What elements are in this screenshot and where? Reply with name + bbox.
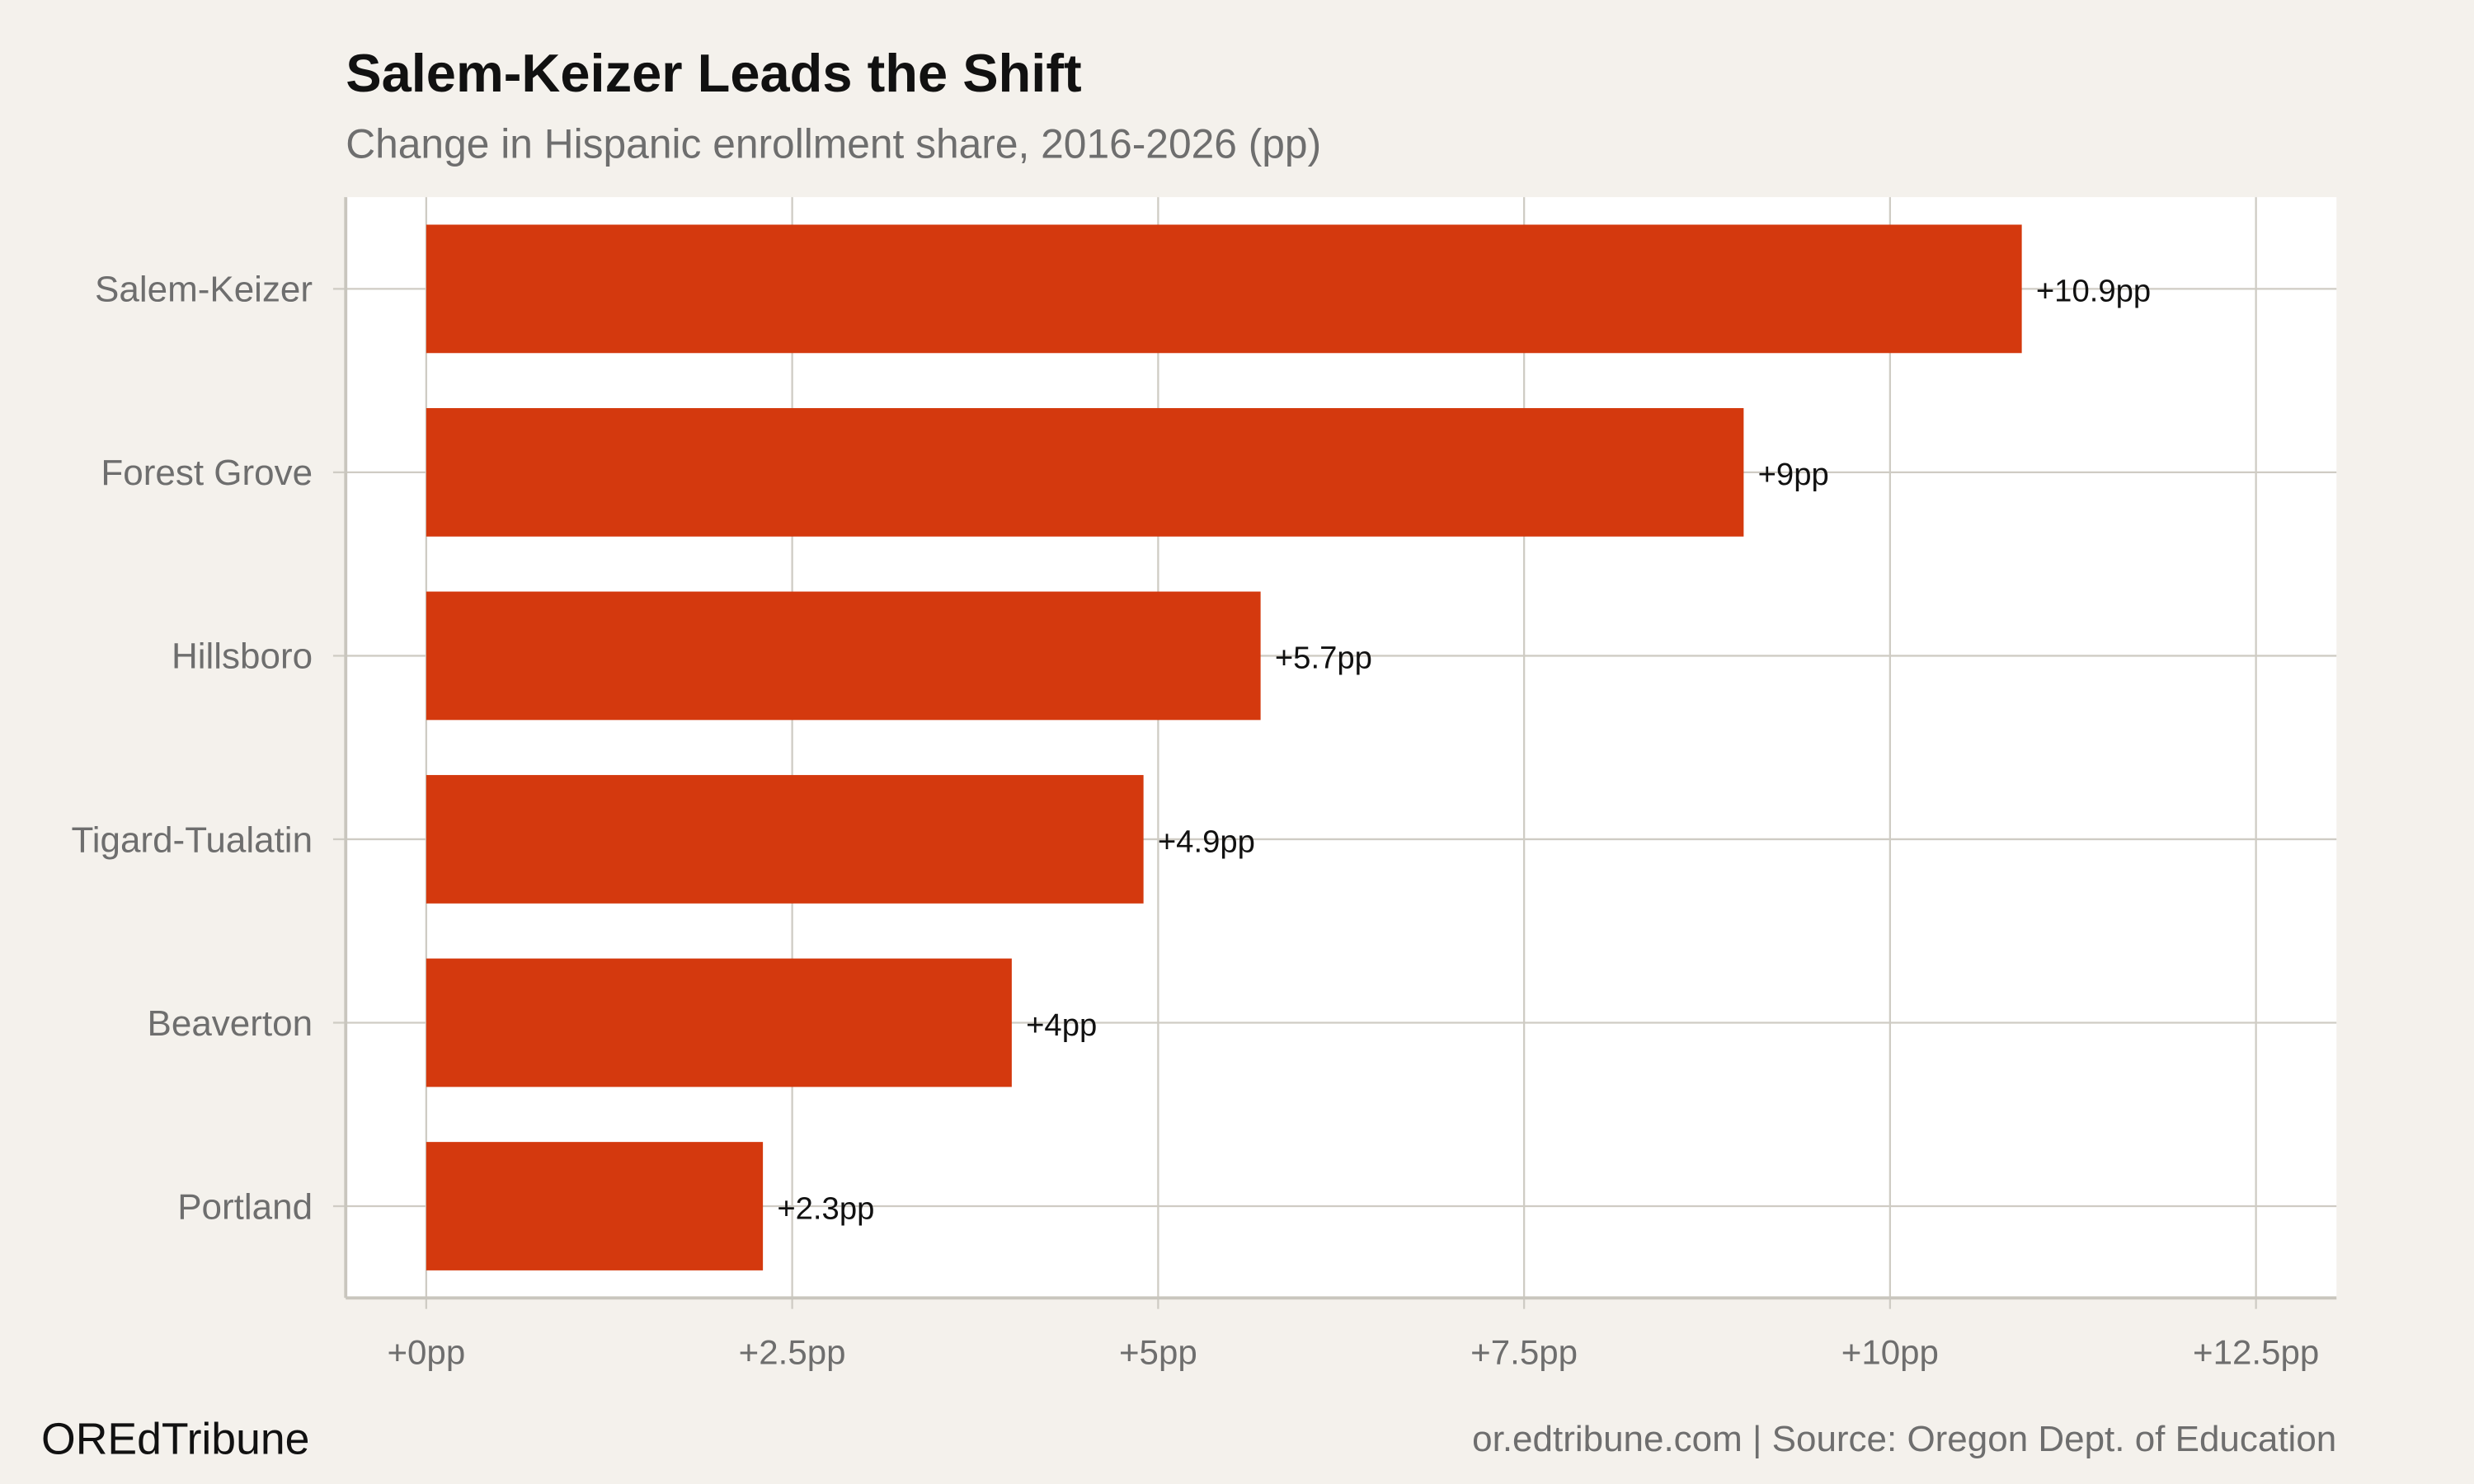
x-tick-label: +10pp xyxy=(1841,1333,1939,1372)
bar xyxy=(426,1142,764,1270)
plot-panel xyxy=(346,197,2337,1298)
bar xyxy=(426,591,1261,721)
chart-title: Salem-Keizer Leads the Shift xyxy=(346,43,1081,103)
bar xyxy=(426,224,2022,354)
data-label: +2.3pp xyxy=(777,1190,874,1226)
x-tick-label: +12.5pp xyxy=(2193,1333,2319,1372)
x-tick-label: +7.5pp xyxy=(1470,1333,1578,1372)
y-tick-label: Beaverton xyxy=(148,1003,313,1044)
y-tick-label: Salem-Keizer xyxy=(95,270,313,310)
bar xyxy=(426,775,1144,904)
y-tick-label: Tigard-Tualatin xyxy=(72,819,313,860)
y-tick-label: Hillsboro xyxy=(172,636,313,677)
data-label: +10.9pp xyxy=(2036,274,2151,309)
x-tick-label: +0pp xyxy=(387,1333,465,1372)
data-label: +5.7pp xyxy=(1275,641,1372,676)
brand-logo: OREdTribune xyxy=(41,1416,309,1464)
x-tick-label: +2.5pp xyxy=(739,1333,846,1372)
x-tick-label: +5pp xyxy=(1119,1333,1197,1372)
data-label: +4.9pp xyxy=(1158,824,1255,859)
data-label: +4pp xyxy=(1026,1007,1097,1043)
bar xyxy=(426,408,1744,537)
y-tick-label: Forest Grove xyxy=(101,453,313,493)
y-tick-label: Portland xyxy=(177,1186,313,1227)
data-label: +9pp xyxy=(1758,457,1829,492)
bar xyxy=(426,958,1012,1087)
source-note: or.edtribune.com | Source: Oregon Dept. … xyxy=(1472,1419,2336,1459)
chart-subtitle: Change in Hispanic enrollment share, 201… xyxy=(346,120,1321,167)
